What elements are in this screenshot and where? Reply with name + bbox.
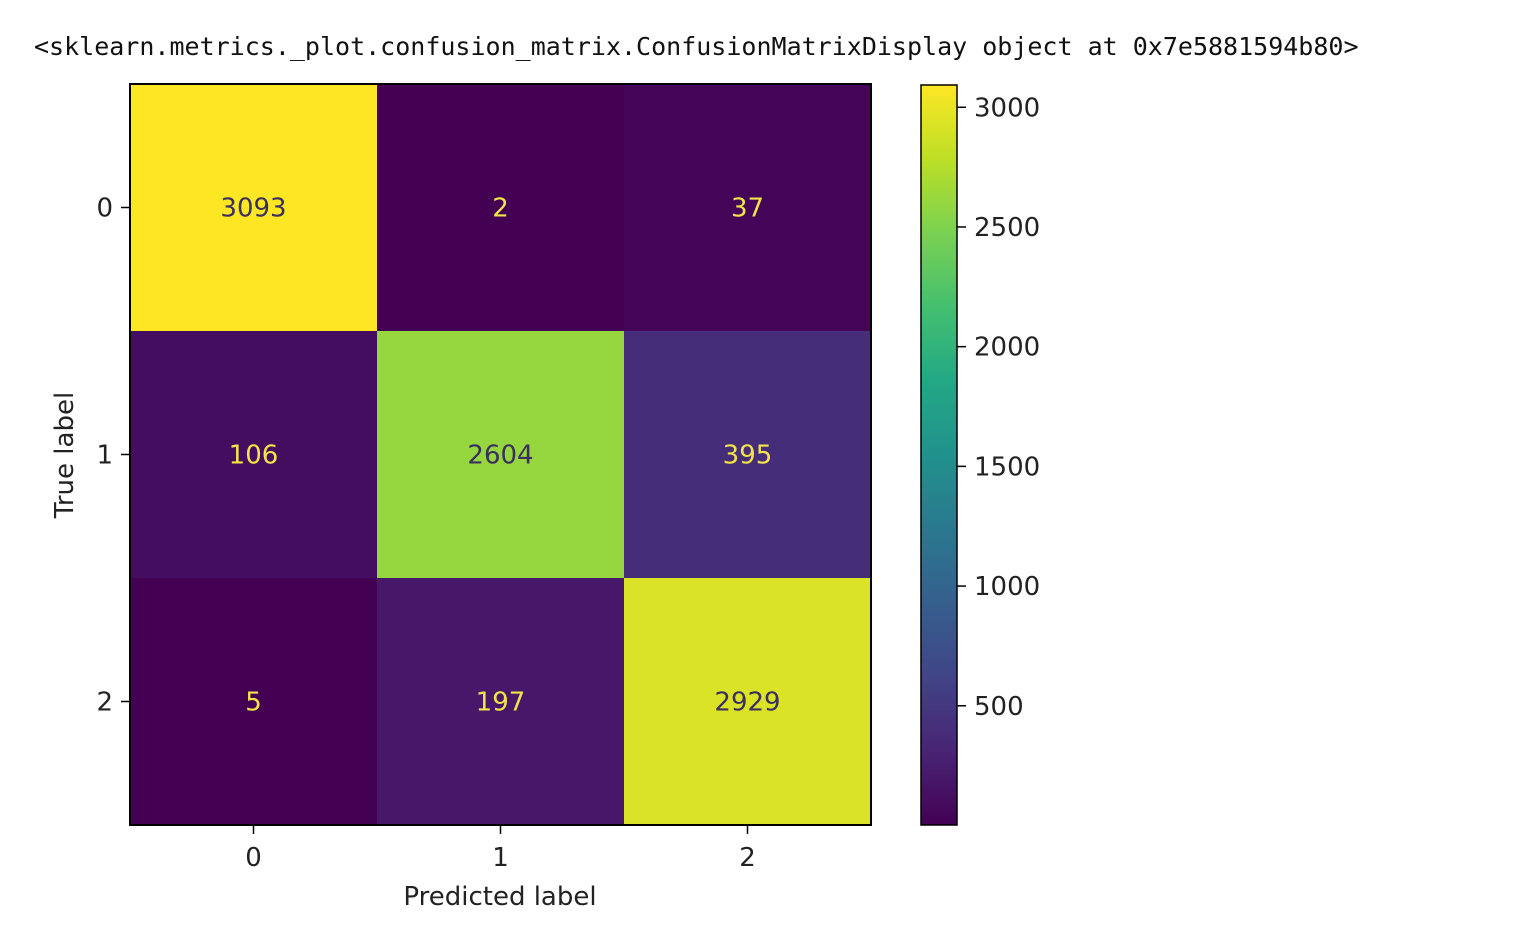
heatmap-cell <box>624 578 872 826</box>
colorbar <box>920 84 958 826</box>
heatmap-cell <box>377 84 625 332</box>
cell-value-label: 2 <box>492 194 509 224</box>
heatmap-cells: 3093 2 37 106 2604 395 5 197 2929 <box>130 84 872 826</box>
x-axis-ticks: 0 1 2 <box>245 825 756 873</box>
y-tick-label: 1 <box>96 441 113 471</box>
cell-value-label: 5 <box>245 688 262 718</box>
cell-value-label: 2604 <box>467 441 533 471</box>
colorbar-tick-label: 1000 <box>974 572 1040 602</box>
x-axis-label: Predicted label <box>403 882 596 912</box>
colorbar-tick-label: 1500 <box>974 452 1040 482</box>
colorbar-tick-label: 2500 <box>974 213 1040 243</box>
heatmap-cell <box>377 331 625 579</box>
colorbar-tick-label: 500 <box>974 692 1024 722</box>
heatmap-cell <box>130 84 378 332</box>
cell-output-text: <sklearn.metrics._plot.confusion_matrix.… <box>34 32 1359 61</box>
colorbar-tick-label: 2000 <box>974 333 1040 363</box>
y-axis-ticks: 0 1 2 <box>96 194 130 718</box>
x-tick-label: 1 <box>492 843 509 873</box>
x-tick-label: 2 <box>739 843 756 873</box>
heatmap-cell <box>130 578 378 826</box>
cell-value-label: 197 <box>476 688 526 718</box>
cell-value-label: 395 <box>723 441 773 471</box>
heatmap-cell <box>130 331 378 579</box>
heatmap-cell <box>624 84 872 332</box>
y-axis-label: True label <box>50 392 80 519</box>
y-tick-label: 2 <box>96 688 113 718</box>
x-tick-label: 0 <box>245 843 262 873</box>
y-tick-label: 0 <box>96 194 113 224</box>
heatmap-cell <box>377 578 625 826</box>
cell-value-label: 37 <box>731 194 764 224</box>
colorbar-ticks: 500 1000 1500 2000 2500 3000 <box>957 93 1040 722</box>
colorbar-tick-label: 3000 <box>974 93 1040 123</box>
cell-value-label: 2929 <box>714 688 780 718</box>
heatmap-cell <box>624 331 872 579</box>
cell-value-label: 3093 <box>220 194 286 224</box>
cell-value-label: 106 <box>229 441 279 471</box>
